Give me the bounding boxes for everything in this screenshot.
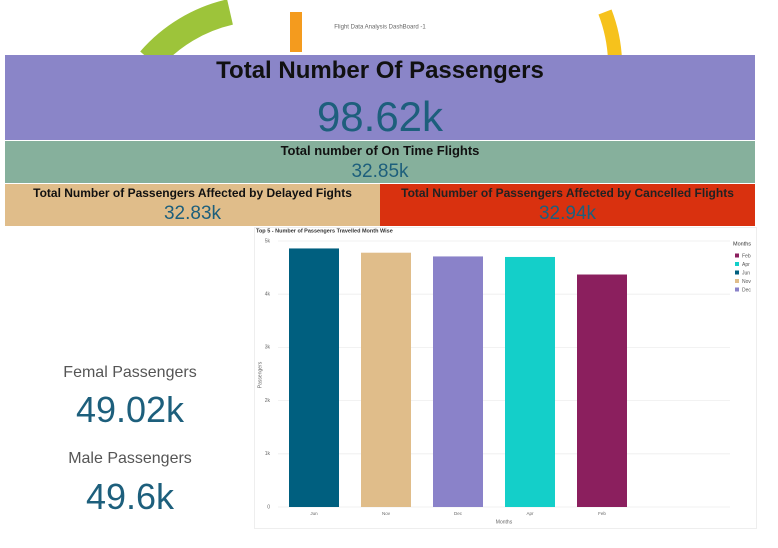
legend-swatch [735,253,739,258]
kpi-label: Male Passengers [68,450,192,467]
bar [577,274,627,507]
gauge-decoration: Flight Data Analysis DashBoard -1 [140,0,622,60]
legend-swatch [735,270,739,275]
bar [361,252,411,507]
legend-label: Apr [742,262,750,268]
y-tick-label: 5k [265,238,271,244]
legend-label: Dec [742,287,751,293]
kpi-value: 32.85k [351,161,409,182]
on-time-card: Total number of On Time Flights 32.85k [5,141,755,183]
legend-swatch [735,279,739,283]
kpi-label: Femal Passengers [63,364,197,381]
legend-label: Nov [742,279,751,285]
delayed-card: Total Number of Passengers Affected by D… [5,184,380,226]
gender-card: Femal Passengers 49.02k Male Passengers … [5,355,255,530]
bar-chart: Top 5 - Number of Passengers Travelled M… [254,227,757,529]
kpi-value: 49.6k [85,476,175,517]
x-tick-label: Jun [310,511,318,516]
kpi-label: Total number of On Time Flights [280,143,480,158]
kpi-label: Total Number of Passengers Affected by C… [401,186,734,200]
x-axis-label: Months [496,519,513,525]
kpi-label: Total Number of Passengers Affected by D… [33,186,352,200]
chart-title: Top 5 - Number of Passengers Travelled M… [256,228,393,234]
kpi-value: 32.83k [163,203,222,224]
y-tick-label: 2k [265,398,271,404]
y-tick-label: 3k [265,345,271,351]
y-tick-label: 1k [265,451,271,457]
legend-swatch [735,262,739,266]
y-tick-label: 0 [267,504,270,510]
legend-label: Feb [742,253,751,259]
x-tick-label: Nov [382,511,391,516]
kpi-label: Total Number Of Passengers [216,57,544,84]
bar [433,256,483,507]
x-tick-label: Dec [454,511,463,516]
kpi-value: 49.02k [75,389,185,430]
kpi-value: 32.94k [538,203,597,224]
cancelled-card: Total Number of Passengers Affected by C… [380,184,755,226]
kpi-value: 98.62k [316,93,444,140]
x-tick-label: Apr [526,511,534,516]
legend-swatch [735,287,739,292]
x-tick-label: Feb [598,511,606,516]
y-axis-label: Passengers [257,361,263,388]
y-tick-label: 4k [265,292,271,298]
legend-label: Jun [742,270,750,276]
dashboard-title: Flight Data Analysis DashBoard -1 [334,25,426,31]
bar [505,256,555,507]
total-card: Total Number Of Passengers 98.62k [5,55,755,140]
bar [289,248,339,507]
legend-title: Months [733,241,751,247]
